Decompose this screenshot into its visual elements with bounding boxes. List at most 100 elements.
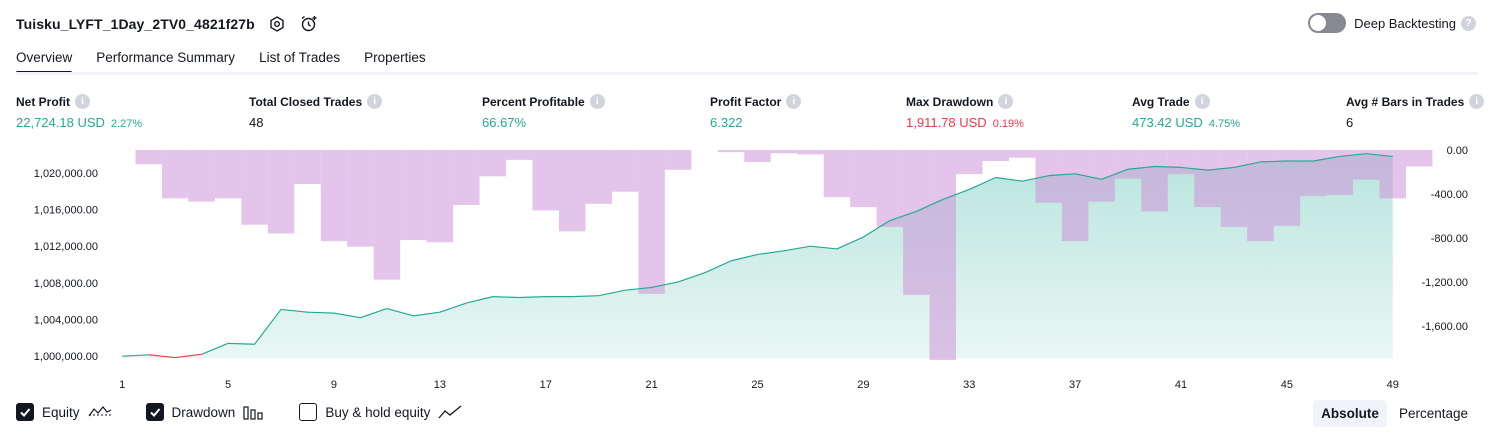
x-axis-tick: 45 (1281, 379, 1293, 391)
drawdown-bar (426, 150, 454, 243)
percentage-button[interactable]: Percentage (1398, 406, 1468, 421)
left-axis-tick: 1,020,000.00 (34, 168, 98, 180)
metric-label: Avg # Bars in Trades (1346, 94, 1465, 109)
metric-label: Profit Factor (710, 94, 782, 109)
tab-performance-summary[interactable]: Performance Summary (96, 50, 236, 65)
x-axis-tick: 1 (119, 379, 125, 391)
legend-label: Equity (42, 404, 80, 420)
equity-line-segment (148, 354, 176, 359)
metric-value: 48 (249, 115, 264, 130)
info-icon[interactable]: i (1194, 94, 1210, 109)
left-axis-tick: 1,000,000.00 (34, 351, 98, 363)
chart-legend: Equity Drawdown Buy & hold equity (16, 403, 496, 421)
drawdown-bar (929, 150, 957, 360)
drawdown-bar (1194, 150, 1221, 208)
info-icon[interactable]: i (589, 94, 605, 109)
equity-line-segment (572, 295, 599, 298)
metric-avg-trade: Avg Trade i 473.42 USD 4.75% (1132, 94, 1240, 130)
x-axis-tick: 21 (645, 379, 657, 391)
drawdown-bar (1220, 150, 1248, 227)
legend-equity[interactable]: Equity (16, 403, 112, 421)
deep-backtesting: Deep Backtesting ? (1308, 13, 1476, 33)
drawdown-checkbox[interactable] (145, 403, 164, 421)
equity-line-segment (1313, 155, 1340, 162)
equity-line-segment (889, 210, 917, 222)
equity-line-segment (677, 272, 705, 283)
equity-line-segment (280, 308, 308, 313)
metric-value: 22,724.18 USD (16, 115, 105, 130)
drawdown-bar (1379, 150, 1406, 199)
info-icon[interactable]: i (1469, 94, 1485, 109)
settings-icon[interactable] (267, 14, 287, 34)
drawdown-bar (1406, 150, 1433, 167)
drawdown-bar (744, 150, 771, 163)
equity-line-segment (969, 176, 996, 190)
drawdown-bar (506, 150, 533, 160)
buy-hold-checkbox[interactable] (299, 403, 318, 421)
equity-line-segment (1048, 173, 1076, 177)
right-axis-tick: -1,200.00 (1422, 277, 1468, 289)
drawdown-bar (717, 150, 745, 153)
equity-line-segment (307, 311, 335, 314)
equity-line-segment (1101, 168, 1129, 180)
drawdown-bar (823, 150, 851, 198)
legend-label: Buy & hold equity (325, 404, 431, 420)
equity-line-segment (1233, 161, 1261, 168)
right-axis-tick: 0.00 (1447, 145, 1468, 157)
equity-line-segment (810, 245, 837, 250)
drawdown-bars-icon (243, 404, 265, 420)
metric-value: 6 (1346, 115, 1354, 130)
info-icon[interactable]: i (75, 94, 90, 109)
equity-checkbox[interactable] (16, 403, 34, 421)
metric-net-profit: Net Profit i 22,724.18 USD 2.27% (16, 94, 142, 130)
absolute-button[interactable]: Absolute (1313, 400, 1387, 427)
drawdown-bar (135, 150, 162, 165)
drawdown-bar (267, 150, 295, 234)
equity-line-segment (1075, 173, 1102, 180)
drawdown-bar (241, 150, 268, 225)
tab-properties[interactable]: Properties (364, 50, 426, 65)
equity-line-segment (863, 220, 891, 238)
legend-drawdown[interactable]: Drawdown (145, 403, 266, 421)
equity-line-segment (651, 281, 679, 289)
strategy-name: Tuisku_LYFT_1Day_2TV0_4821f27b (16, 16, 255, 32)
info-icon[interactable]: i (786, 94, 802, 109)
left-axis-tick: 1,004,000.00 (34, 315, 98, 327)
equity-line-segment (1339, 153, 1367, 158)
equity-line-segment (916, 198, 944, 212)
drawdown-bar (479, 150, 507, 177)
info-icon[interactable]: i (998, 94, 1014, 109)
metric-label: Net Profit (16, 94, 70, 109)
alarm-add-icon[interactable] (299, 14, 319, 34)
x-axis-tick: 41 (1175, 379, 1187, 391)
deep-backtesting-toggle[interactable] (1308, 13, 1347, 33)
equity-line-segment (254, 309, 282, 345)
metric-label: Total Closed Trades (249, 94, 363, 109)
tab-bar: Overview Performance Summary List of Tra… (16, 44, 450, 74)
help-icon[interactable]: ? (1461, 15, 1476, 31)
equity-line-segment (1260, 160, 1287, 163)
info-icon[interactable]: i (367, 94, 383, 109)
drawdown-bar (903, 150, 930, 295)
drawdown-bar (982, 150, 1009, 161)
metric-label: Percent Profitable (482, 94, 585, 109)
equity-line-segment (175, 353, 202, 359)
legend-label: Drawdown (171, 404, 236, 420)
x-axis-tick: 49 (1387, 379, 1399, 391)
drawdown-bar (1008, 150, 1036, 158)
equity-line-segment (1154, 165, 1182, 169)
equity-line-segment (360, 307, 388, 319)
equity-line-segment (1022, 175, 1049, 182)
x-axis-tick: 5 (225, 379, 231, 391)
legend-buy-hold[interactable]: Buy & hold equity (299, 403, 462, 421)
drawdown-bar (850, 150, 877, 208)
metric-percent: 0.19% (992, 118, 1024, 130)
drawdown-bar (638, 150, 665, 294)
left-axis-tick: 1,012,000.00 (34, 241, 98, 253)
drawdown-bar (1035, 150, 1062, 203)
metric-value: 1,911.78 USD (906, 115, 987, 130)
tab-overview[interactable]: Overview (16, 44, 73, 74)
drawdown-bar (1247, 150, 1274, 242)
equity-line-segment (1180, 166, 1208, 171)
tab-list-of-trades[interactable]: List of Trades (259, 50, 341, 65)
